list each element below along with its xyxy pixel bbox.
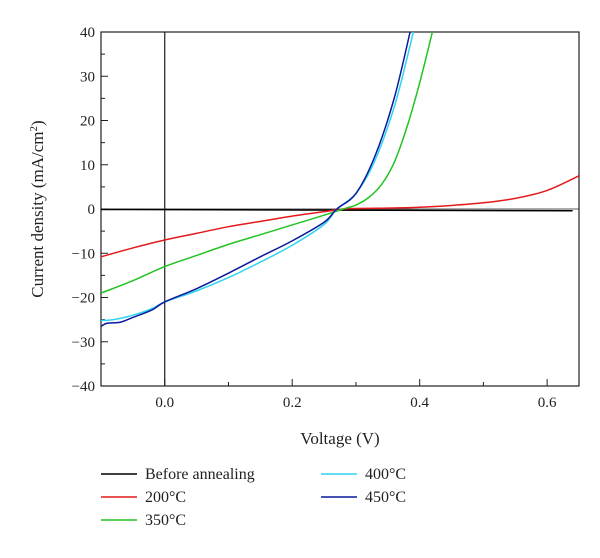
legend: Before annealing 200°C 350°C 400°C 450°C	[101, 466, 406, 529]
y-tick-labels: −40 −30 −20 −10 0 10 20 30 40	[72, 25, 95, 395]
y-tick-label: 40	[80, 25, 95, 41]
y-tick-label: 10	[80, 158, 95, 174]
y-axis-title-main: Current density (mA/cm	[28, 131, 47, 297]
series-lines	[101, 32, 579, 327]
series-line-3	[101, 32, 415, 322]
x-tick-labels: 0.0 0.2 0.4 0.6	[155, 395, 557, 411]
y-axis-title-end: )	[28, 120, 47, 126]
y-tick-label: −10	[72, 246, 95, 262]
legend-label: 350°C	[145, 512, 186, 529]
y-tick-label: −40	[72, 379, 95, 395]
y-axis-title: Current density (mA/cm2)	[28, 120, 47, 297]
x-axis-title: Voltage (V)	[300, 429, 379, 448]
y-tick-label: −30	[72, 335, 95, 351]
axis-ticks	[100, 31, 548, 387]
x-tick-label: 0.4	[410, 395, 429, 411]
series-line-1	[101, 175, 579, 258]
legend-label: Before annealing	[145, 466, 255, 483]
y-tick-label: 0	[88, 202, 96, 218]
x-tick-label: 0.0	[155, 395, 174, 411]
x-tick-label: 0.6	[538, 395, 557, 411]
legend-label: 400°C	[365, 466, 406, 483]
legend-label: 450°C	[365, 489, 406, 506]
y-tick-label: −20	[72, 291, 95, 307]
series-line-4	[101, 32, 411, 327]
y-tick-label: 30	[80, 69, 95, 85]
legend-label: 200°C	[145, 489, 186, 506]
y-tick-label: 20	[80, 114, 95, 130]
y-axis-title-superscript: 2	[28, 126, 40, 132]
x-tick-label: 0.2	[283, 395, 302, 411]
